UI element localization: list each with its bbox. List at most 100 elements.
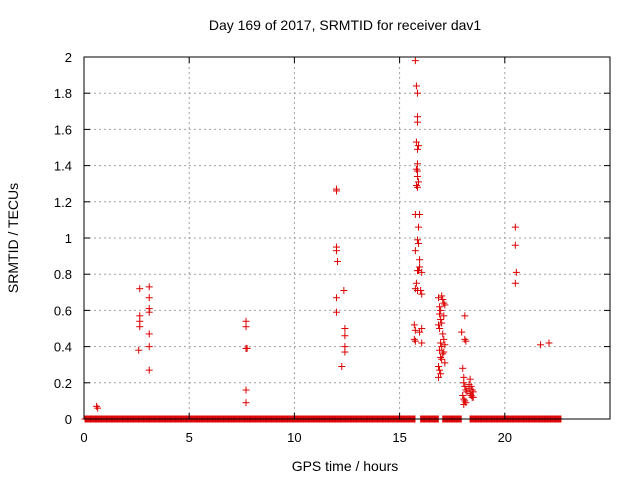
data-point xyxy=(341,325,349,332)
data-point xyxy=(438,292,446,300)
x-tick-label: 20 xyxy=(498,430,512,445)
data-point xyxy=(511,241,519,249)
data-point xyxy=(462,337,470,345)
y-tick-label: 0.6 xyxy=(54,303,72,318)
data-point xyxy=(411,326,419,334)
data-point xyxy=(332,308,340,316)
data-point xyxy=(511,279,519,287)
data-point xyxy=(418,339,426,347)
data-point xyxy=(460,379,468,387)
data-point xyxy=(94,404,102,412)
data-point xyxy=(436,303,444,311)
data-point xyxy=(436,366,444,374)
data-point xyxy=(411,247,419,255)
data-point xyxy=(462,386,470,394)
y-tick-label: 1.6 xyxy=(54,122,72,137)
data-point xyxy=(466,375,474,383)
data-point xyxy=(441,301,449,309)
data-point xyxy=(412,82,420,90)
data-point xyxy=(435,294,443,302)
data-point xyxy=(461,312,469,320)
data-point xyxy=(439,296,447,304)
data-point xyxy=(436,346,444,354)
y-tick-label: 0.2 xyxy=(54,376,72,391)
data-point xyxy=(418,290,426,298)
data-point xyxy=(412,279,420,287)
data-point xyxy=(412,138,420,146)
x-tick-label: 10 xyxy=(287,430,301,445)
data-point xyxy=(135,346,143,354)
data-point xyxy=(458,328,466,336)
y-tick-label: 1.2 xyxy=(54,195,72,210)
plot-frame xyxy=(83,56,611,420)
data-point xyxy=(332,247,340,255)
data-point xyxy=(440,335,448,343)
x-tick-label: 5 xyxy=(186,430,193,445)
data-point xyxy=(436,310,444,318)
data-point xyxy=(463,388,471,396)
data-point xyxy=(461,382,469,390)
data-point xyxy=(413,183,421,191)
data-point xyxy=(413,236,421,244)
data-point xyxy=(545,339,553,347)
data-point xyxy=(415,239,423,247)
chart-title: Day 169 of 2017, SRMTID for receiver dav… xyxy=(209,17,482,33)
data-point xyxy=(438,319,446,327)
x-axis-label: GPS time / hours xyxy=(292,458,399,474)
data-point xyxy=(93,402,101,410)
data-point xyxy=(411,337,419,345)
data-point xyxy=(418,325,426,332)
data-point xyxy=(413,89,421,97)
data-point xyxy=(415,223,423,231)
data-point xyxy=(441,359,449,367)
data-point xyxy=(459,364,467,372)
data-point xyxy=(435,373,443,381)
data-point xyxy=(340,286,348,294)
data-point xyxy=(413,160,421,168)
data-point xyxy=(468,386,476,394)
data-point xyxy=(243,344,251,352)
data-point xyxy=(412,182,420,190)
data-point xyxy=(145,294,153,302)
data-points xyxy=(81,57,565,423)
data-point xyxy=(537,341,545,349)
axis-ticks: 00.20.40.60.811.21.41.61.820 5 10 15 20 xyxy=(54,50,610,445)
data-point xyxy=(242,386,250,394)
data-point xyxy=(334,258,342,266)
data-point xyxy=(466,390,474,398)
data-point xyxy=(465,384,473,392)
data-point xyxy=(437,306,445,314)
data-point xyxy=(437,370,445,378)
y-tick-label: 0.4 xyxy=(54,340,72,355)
x-tick-label: 0 xyxy=(80,430,87,445)
data-point xyxy=(439,330,447,338)
data-point xyxy=(413,172,421,180)
x-tick-label: 15 xyxy=(392,430,406,445)
data-point xyxy=(418,268,426,276)
data-point xyxy=(416,263,424,271)
data-point xyxy=(440,312,448,320)
data-point xyxy=(440,299,448,307)
data-point xyxy=(416,328,424,336)
data-point xyxy=(512,268,520,276)
data-point xyxy=(332,294,340,302)
data-point xyxy=(145,283,153,291)
grid xyxy=(84,57,610,419)
y-axis-label: SRMTID / TECUs xyxy=(5,183,21,293)
data-point xyxy=(411,57,419,65)
data-point xyxy=(145,366,153,374)
data-point xyxy=(145,343,153,351)
data-point xyxy=(435,363,443,371)
data-point xyxy=(511,223,519,231)
data-point xyxy=(332,187,340,195)
data-point xyxy=(437,315,445,323)
y-tick-label: 0 xyxy=(65,412,72,427)
data-point xyxy=(413,267,421,275)
data-point xyxy=(417,286,425,294)
y-tick-label: 0.8 xyxy=(54,267,72,282)
y-tick-label: 1 xyxy=(65,231,72,246)
data-point xyxy=(136,323,144,331)
data-point xyxy=(437,353,445,361)
data-point xyxy=(461,335,469,343)
data-point xyxy=(341,348,349,356)
